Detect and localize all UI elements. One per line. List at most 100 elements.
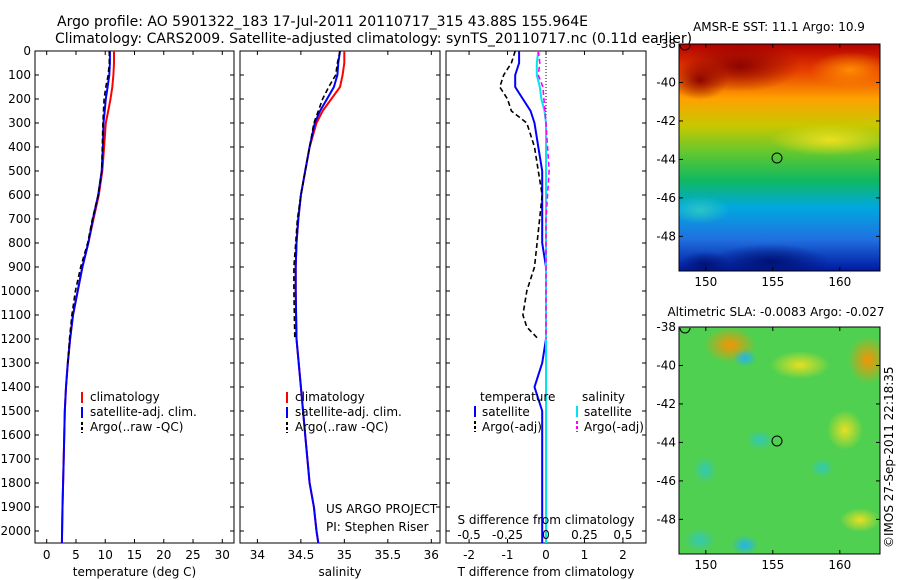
map-y-tick-label: -46 [656, 474, 676, 488]
x-tick-label: 36 [424, 548, 439, 562]
legend-label: climatology [295, 390, 365, 404]
map-y-tick-label: -48 [656, 512, 676, 526]
y-tick-label: 1800 [0, 476, 31, 490]
sst-argo-position-marker [771, 152, 783, 164]
x-tick-label: 10 [98, 548, 113, 562]
y-tick-label: 400 [8, 140, 31, 154]
x-tick-label: 25 [185, 548, 200, 562]
y-tick-label: 700 [8, 212, 31, 226]
legend-label: satellite [584, 405, 632, 419]
secondary-tick-label: -0.25 [492, 528, 523, 542]
x-tick-label: 30 [215, 548, 230, 562]
y-tick-label: 800 [8, 236, 31, 250]
series-line-1 [498, 50, 544, 340]
x-tick-label: 34 [250, 548, 265, 562]
sst-map-title: AMSR-E SST: 11.1 Argo: 10.9 [693, 20, 865, 34]
series-line-1 [60, 51, 111, 544]
map-y-tick-label: -48 [656, 229, 676, 243]
y-tick-label: 1200 [0, 332, 31, 346]
plot-frame [34, 50, 235, 544]
legend-label: Argo(-adj) [584, 420, 644, 434]
x-tick-label: 1 [581, 548, 589, 562]
secondary-axis-label: S difference from climatology [458, 513, 635, 527]
legend-label: Argo(..raw -QC) [90, 420, 183, 434]
legend-label: satellite [482, 405, 530, 419]
credit-text: ©IMOS 27-Sep-2011 22:18:35 [882, 366, 896, 548]
y-tick-label: 900 [8, 260, 31, 274]
legend-label: Argo(..raw -QC) [295, 420, 388, 434]
y-tick-label: 2000 [0, 524, 31, 538]
map-x-tick-label: 150 [694, 275, 717, 289]
map-y-tick-label: -46 [656, 191, 676, 205]
x-tick-label: 35.5 [374, 548, 401, 562]
legend-label: satellite-adj. clim. [90, 405, 197, 419]
x-tick-label: 0 [542, 548, 550, 562]
sla-argo-position-marker [771, 435, 783, 447]
map-y-tick-label: -40 [656, 75, 676, 89]
map-x-tick-label: 155 [761, 275, 784, 289]
x-tick-label: 0 [43, 548, 51, 562]
y-tick-label: 1400 [0, 380, 31, 394]
legend-label: Argo(-adj) [482, 420, 542, 434]
legend-header: salinity [582, 390, 625, 404]
x-tick-label: 20 [156, 548, 171, 562]
difference-panel: -2 -1 0 1 2 T difference from climatology temp… [445, 50, 647, 579]
x-tick-label: -1 [502, 548, 514, 562]
legend-header: temperature [480, 390, 555, 404]
map-y-tick-label: -44 [656, 435, 676, 449]
map-y-tick-label: -38 [656, 37, 676, 51]
map-y-tick-label: -44 [656, 152, 676, 166]
secondary-tick-label: -0.5 [457, 528, 480, 542]
y-tick-label: 600 [8, 188, 31, 202]
map-x-tick-label: 150 [694, 558, 717, 572]
salinity-panel: 34 34.5 35 35.5 36 salinity climatologysatelli… [239, 50, 441, 579]
x-tick-label: 15 [127, 548, 142, 562]
series-line-3 [537, 50, 550, 339]
y-tick-label: 1500 [0, 404, 31, 418]
x-tick-label: 5 [72, 548, 80, 562]
y-tick-label: 1000 [0, 284, 31, 298]
series-line-0 [514, 51, 547, 543]
x-tick-label: 2 [619, 548, 627, 562]
legend-label: climatology [90, 390, 160, 404]
x-axis-label: salinity [318, 565, 361, 579]
y-tick-label: 0 [23, 44, 31, 58]
y-tick-label: 200 [8, 92, 31, 106]
y-tick-label: 1900 [0, 500, 31, 514]
y-tick-label: 1600 [0, 428, 31, 442]
map-y-tick-label: -42 [656, 114, 676, 128]
x-axis-label: T difference from climatology [457, 565, 635, 579]
y-tick-label: 1700 [0, 452, 31, 466]
secondary-tick-label: 0 [542, 528, 550, 542]
map-y-tick-label: -38 [656, 320, 676, 334]
figure-title-line2: Climatology: CARS2009. Satellite-adjuste… [55, 31, 692, 47]
y-tick-label: 300 [8, 116, 31, 130]
map-x-tick-label: 155 [761, 558, 784, 572]
map-y-tick-label: -42 [656, 397, 676, 411]
figure-title-line1: Argo profile: AO 5901322_183 17-Jul-2011… [57, 14, 588, 30]
x-axis-label: temperature (deg C) [73, 565, 196, 579]
y-tick-label: 1300 [0, 356, 31, 370]
sla-field [679, 327, 880, 554]
secondary-tick-label: 0.5 [613, 528, 632, 542]
x-tick-label: 34.5 [288, 548, 315, 562]
map-x-tick-label: 160 [828, 558, 851, 572]
y-tick-label: 100 [8, 68, 31, 82]
map-y-tick-label: -40 [656, 358, 676, 372]
y-tick-label: 500 [8, 164, 31, 178]
y-tick-label: 1100 [0, 308, 31, 322]
x-tick-label: -2 [463, 548, 475, 562]
project-text: US ARGO PROJECT [326, 502, 438, 516]
sla-map: Altimetric SLA: -0.0083 Argo: -0.027 150… [656, 305, 884, 572]
temperature-panel: 0100200300400500600700800900100011001200… [0, 44, 235, 579]
map-x-tick-label: 160 [828, 275, 851, 289]
series-line-1 [294, 50, 341, 544]
x-tick-label: 35 [337, 548, 352, 562]
sla-map-title: Altimetric SLA: -0.0083 Argo: -0.027 [667, 305, 884, 319]
plot-frame [239, 50, 441, 544]
series-line-2 [67, 51, 111, 364]
legend-label: satellite-adj. clim. [295, 405, 402, 419]
sst-map: AMSR-E SST: 11.1 Argo: 10.9 150 155 160 -38… [656, 20, 881, 289]
sst-field [679, 44, 880, 271]
